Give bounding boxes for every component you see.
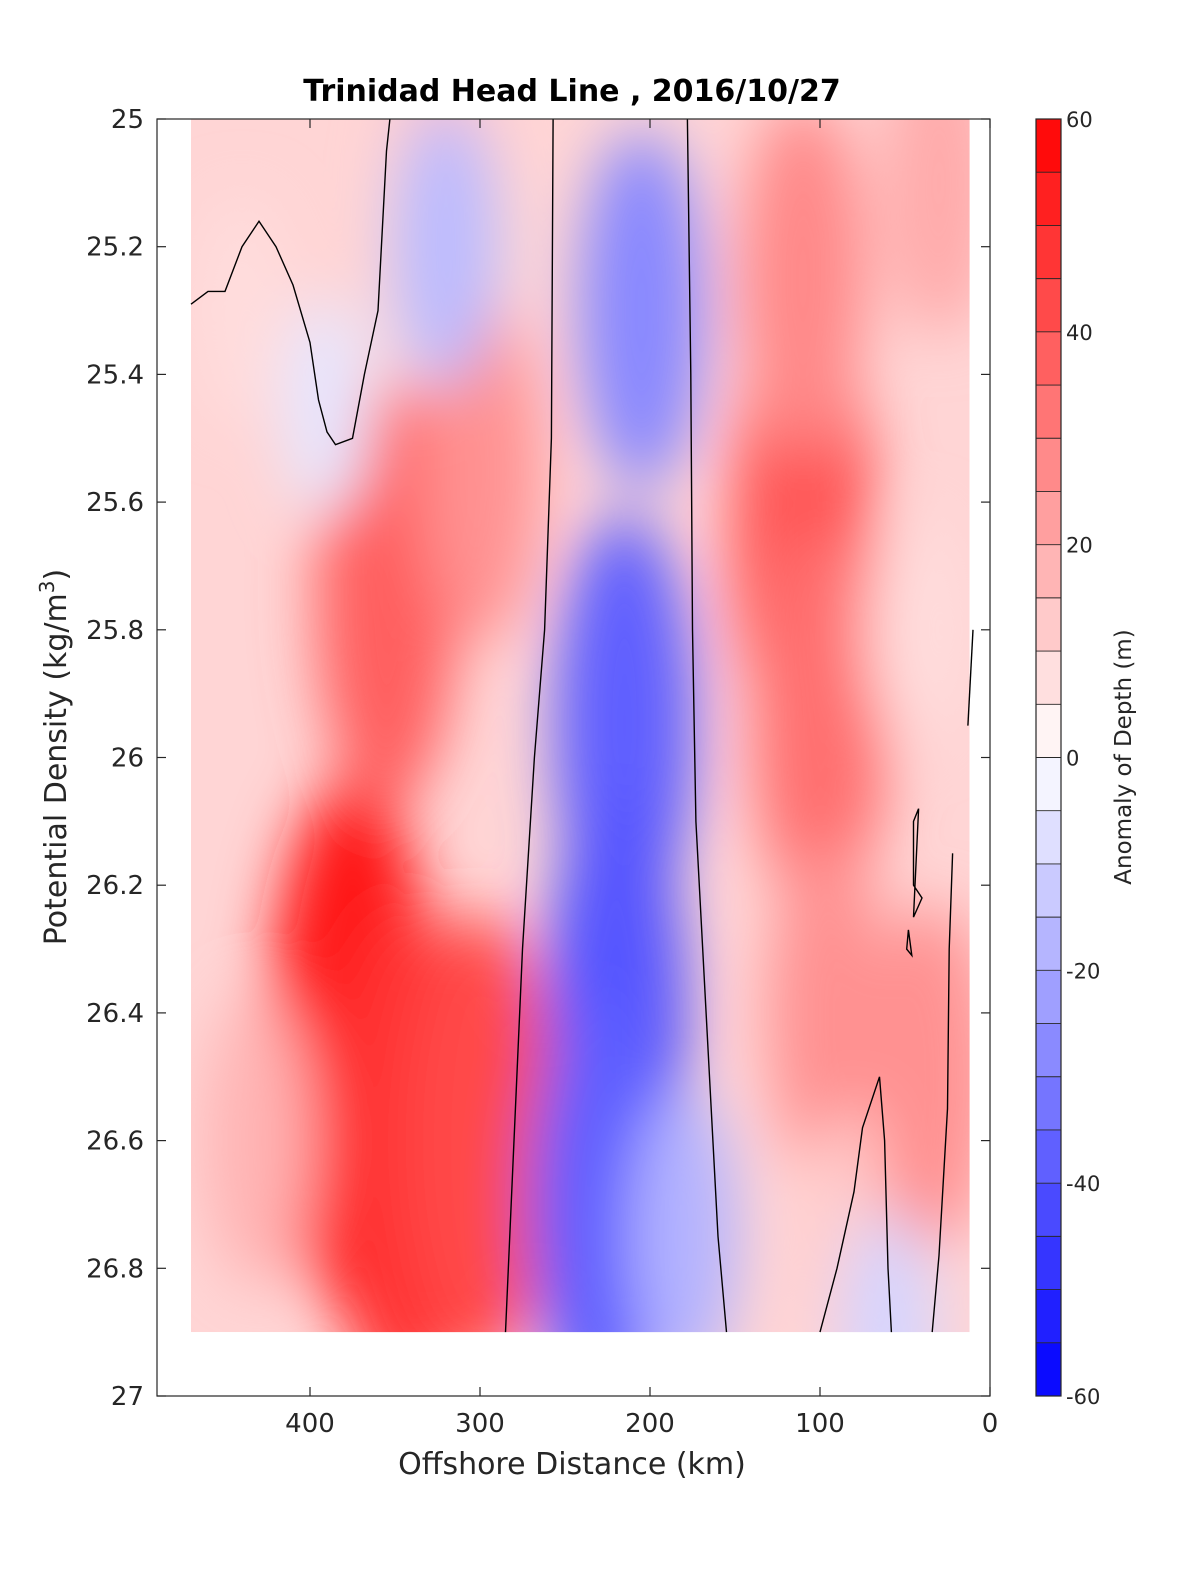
y-tick-label: 26.4 — [86, 999, 144, 1029]
y-tick-label: 26.8 — [86, 1254, 144, 1284]
x-tick-label: 200 — [625, 1409, 675, 1439]
x-axis-title: Offshore Distance (km) — [398, 1447, 746, 1482]
zero-contour-line-1 — [190, 118, 391, 446]
y-axis-title: Potential Density (kg/m3) — [35, 569, 74, 945]
y-tick-label: 25 — [111, 105, 144, 135]
colorbar-tick-label: -20 — [1066, 959, 1100, 983]
y-tick-label: 26 — [111, 744, 144, 774]
anomaly-region — [867, 514, 960, 746]
y-tick-label: 25.8 — [86, 616, 144, 646]
y-tick-label: 26.6 — [86, 1127, 144, 1157]
anomaly-region — [195, 194, 289, 427]
colorbar-tick-label: 0 — [1066, 747, 1079, 771]
y-tick-label: 25.6 — [86, 488, 144, 518]
colorbar-level — [1036, 810, 1061, 865]
colorbar-title: Anomaly of Depth (m) — [1111, 629, 1137, 884]
y-axis-title-main: Potential Density (kg/m — [39, 593, 74, 945]
colorbar-level — [1036, 385, 1061, 439]
colorbar-level — [1036, 172, 1061, 226]
anomaly-region — [204, 993, 314, 1289]
y-tick-label: 25.2 — [86, 233, 144, 263]
colorbar-level — [1036, 1023, 1061, 1078]
colorbar-level — [1036, 1289, 1061, 1344]
y-axis: 25 25.2 25.4 25.6 25.8 26 26.2 26.4 26.6 26.8 27 — [86, 105, 990, 1412]
colorbar-tick-label: 20 — [1066, 534, 1093, 558]
anomaly-region — [752, 526, 888, 925]
y-axis-title-end: ) — [39, 569, 74, 581]
anomaly-region — [405, 913, 555, 1333]
zero-contour-line-8 — [931, 853, 954, 1333]
zero-contour-line-5 — [912, 808, 923, 918]
colorbar-level — [1036, 1342, 1061, 1397]
heatmap-field — [191, 119, 970, 1333]
colorbar-level — [1036, 1076, 1061, 1131]
colorbar-tick-label: 40 — [1066, 321, 1093, 345]
colorbar-level — [1036, 278, 1061, 333]
colorbar-level — [1036, 331, 1061, 386]
zero-contour-line-2 — [504, 118, 554, 1333]
anomaly-region — [767, 839, 890, 1187]
colorbar-level — [1036, 917, 1061, 971]
x-tick-label: 0 — [982, 1409, 999, 1439]
x-axis: 400 300 200 100 0 — [285, 119, 998, 1439]
colorbar-level — [1036, 597, 1061, 652]
colorbar: 60 40 20 0 -20 -40 -60 — [1035, 108, 1100, 1409]
zero-contour-line-6 — [905, 929, 913, 958]
colorbar-level — [1036, 1183, 1061, 1237]
anomaly-region — [393, 119, 499, 388]
x-tick-label: 100 — [795, 1409, 845, 1439]
colorbar-level — [1036, 704, 1061, 758]
x-tick-label: 400 — [285, 1409, 335, 1439]
zero-contour-line-4 — [967, 629, 974, 726]
colorbar-level — [1036, 438, 1061, 492]
colorbar-level — [1036, 970, 1061, 1025]
zero-contour-line-3 — [686, 118, 728, 1333]
anomaly-region — [629, 1088, 739, 1333]
colorbar-tick-label: -40 — [1066, 1172, 1100, 1196]
y-axis-title-superscript: 3 — [35, 580, 59, 593]
zero-contour-line-7 — [819, 1076, 893, 1333]
x-tick-label: 300 — [455, 1409, 505, 1439]
colorbar-level — [1036, 225, 1061, 280]
colorbar-level — [1036, 651, 1061, 705]
colorbar-level — [1036, 1236, 1061, 1291]
anomaly-region — [740, 119, 866, 459]
colorbar-tick-label: -60 — [1066, 1385, 1100, 1409]
colorbar-frame — [1035, 118, 1062, 1397]
colorbar-level — [1036, 1129, 1061, 1184]
colorbar-tick-label: 60 — [1066, 108, 1093, 132]
zero-contour-lines — [190, 118, 974, 1333]
colorbar-level — [1036, 863, 1061, 918]
y-tick-label: 25.4 — [86, 360, 144, 390]
anomaly-region — [282, 297, 372, 516]
colorbar-level — [1036, 757, 1061, 812]
colorbar-level — [1036, 119, 1061, 173]
anomaly-region — [883, 119, 970, 337]
chart-title: Trinidad Head Line , 2016/10/27 — [303, 74, 840, 109]
colorbar-level — [1036, 544, 1061, 599]
y-tick-label: 27 — [111, 1382, 144, 1412]
colorbar-level — [1036, 491, 1061, 546]
y-tick-label: 26.2 — [86, 871, 144, 901]
anomaly-region — [579, 130, 704, 491]
